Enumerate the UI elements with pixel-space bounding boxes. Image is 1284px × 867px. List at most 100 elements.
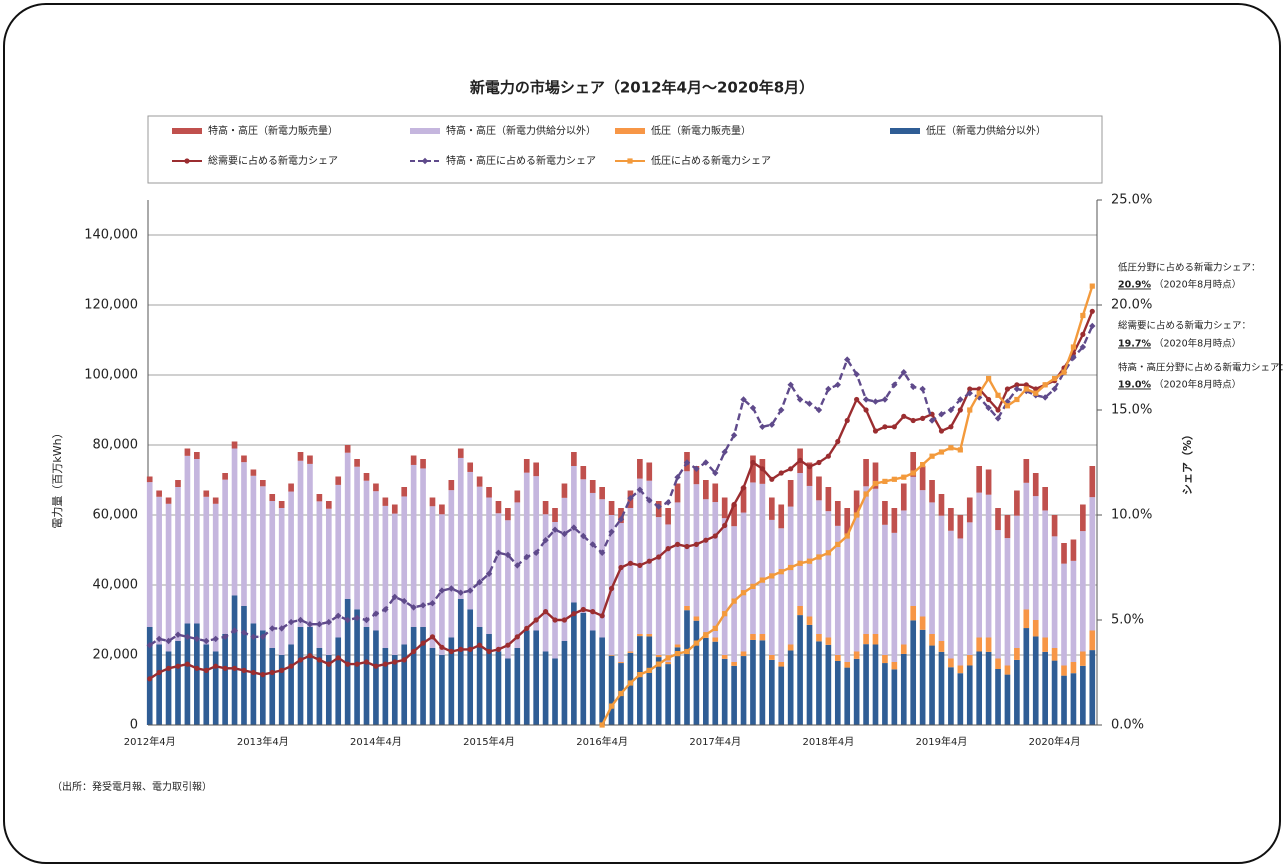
marker — [335, 612, 342, 619]
marker — [872, 480, 879, 487]
bar-segment — [439, 514, 445, 655]
bar-segment — [382, 648, 389, 725]
marker — [655, 503, 662, 510]
marker — [391, 593, 398, 601]
y-tick-label: 20,000 — [93, 648, 139, 663]
bar-segment — [184, 455, 191, 624]
marker — [806, 464, 813, 470]
bar-segment — [429, 497, 436, 507]
bar-segment — [684, 610, 690, 725]
marker — [674, 651, 681, 657]
bar-segment — [627, 508, 634, 652]
bar-segment — [194, 623, 200, 725]
bar-segment — [448, 480, 455, 491]
marker — [552, 617, 558, 623]
marker — [194, 665, 200, 671]
bar-segment — [1023, 482, 1030, 610]
bar-segment — [222, 634, 228, 725]
annotation-label: 総需要に占める新電力シェア： — [1118, 320, 1251, 332]
marker — [693, 640, 700, 646]
bar-segment — [439, 504, 445, 515]
marker — [287, 618, 295, 626]
bar-segment — [910, 452, 917, 477]
marker — [712, 625, 718, 631]
bar-segment — [420, 459, 426, 469]
bar-segment — [740, 487, 747, 513]
bar-segment — [693, 484, 700, 617]
marker — [448, 648, 454, 655]
bar-segment — [618, 662, 624, 664]
marker — [986, 375, 992, 382]
bar-segment — [1014, 490, 1020, 516]
bar-segment — [900, 510, 907, 645]
marker — [844, 533, 850, 539]
x-tick-label: 2013年4月 — [237, 735, 289, 748]
marker — [457, 589, 464, 596]
marker — [1014, 396, 1020, 403]
bar-segment — [872, 644, 879, 725]
marker — [627, 495, 634, 502]
bar-segment — [778, 662, 785, 667]
marker — [618, 564, 624, 571]
bar-segment — [721, 497, 728, 519]
bar-segment — [863, 486, 869, 634]
marker — [590, 609, 596, 615]
marker — [627, 680, 634, 686]
legend-item: 特高・高圧（新電力供給分以外） — [410, 124, 596, 137]
bar-segment — [467, 462, 474, 472]
bar-segment — [231, 595, 238, 725]
bar-segment — [335, 484, 342, 638]
marker — [373, 663, 379, 669]
marker — [203, 637, 210, 645]
marker — [269, 669, 275, 676]
bar-segment — [589, 480, 596, 493]
bar-segment — [957, 665, 964, 674]
bar-segment — [938, 641, 945, 652]
bar-segment — [778, 528, 785, 662]
bar-segment — [1032, 496, 1039, 620]
marker — [637, 562, 643, 569]
marker — [948, 445, 954, 451]
marker — [523, 553, 530, 561]
bar-segment — [655, 655, 662, 658]
bar-segment — [476, 486, 483, 627]
annotation-value: 19.0% — [1118, 380, 1151, 391]
bar-segment — [1080, 651, 1086, 666]
bar-segment — [731, 665, 737, 725]
bar-segment — [750, 634, 756, 640]
legend-swatch — [172, 128, 202, 134]
marker — [608, 703, 615, 709]
bar-segment — [307, 463, 313, 627]
marker — [788, 466, 794, 472]
bar-segment — [834, 660, 841, 725]
marker — [1014, 382, 1020, 388]
bar-segment — [674, 483, 681, 503]
marker — [901, 474, 907, 480]
bar-segment — [655, 657, 662, 725]
marker — [392, 659, 398, 665]
bar-segment — [184, 448, 191, 456]
marker — [693, 465, 700, 472]
bar-segment — [995, 530, 1001, 659]
bar-segment — [948, 667, 954, 725]
marker — [316, 621, 323, 628]
bar-segment — [486, 634, 492, 725]
bar-segment — [373, 630, 379, 725]
bar-segment — [420, 627, 426, 725]
marker — [260, 672, 266, 678]
bar-segment — [203, 490, 210, 497]
marker — [1013, 385, 1021, 393]
bar-segment — [165, 651, 172, 725]
marker — [297, 616, 304, 624]
marker — [486, 648, 492, 655]
bar-segment — [1070, 539, 1077, 561]
bar-segment — [853, 658, 860, 725]
marker — [702, 459, 710, 466]
bar-segment — [146, 482, 153, 627]
marker — [750, 583, 756, 589]
marker — [429, 600, 436, 607]
bar-segment — [637, 459, 643, 479]
bar-segment — [759, 640, 766, 725]
marker — [589, 541, 596, 548]
